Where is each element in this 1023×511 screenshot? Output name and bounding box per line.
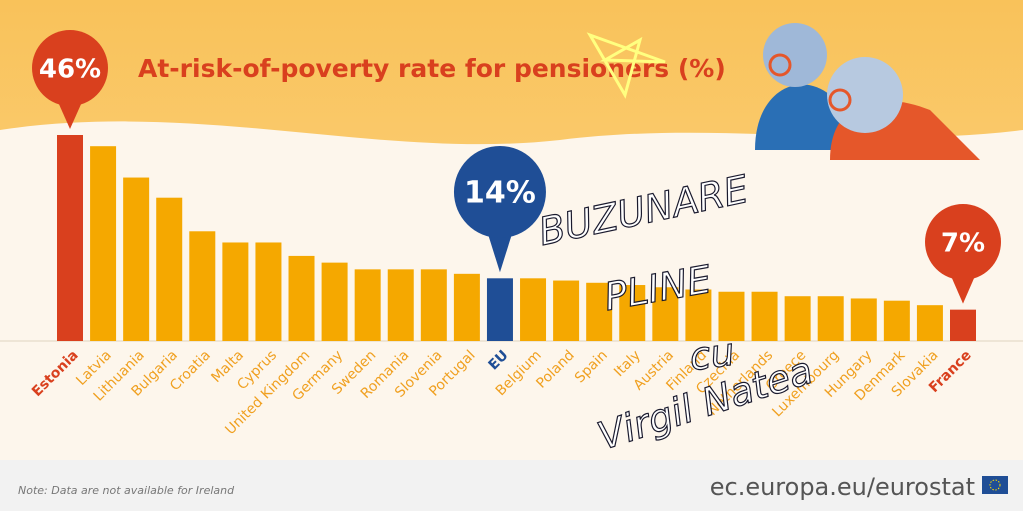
bar — [850, 298, 877, 341]
bar — [486, 278, 513, 341]
bar — [189, 231, 216, 341]
callout-bubble — [925, 204, 1001, 280]
bar — [817, 296, 844, 341]
bar — [883, 300, 910, 341]
handwritten-annotation: cu — [687, 329, 738, 379]
bar — [718, 291, 745, 341]
bar — [586, 282, 613, 341]
value-label: 7% — [941, 229, 985, 259]
callout — [58, 102, 82, 129]
value-label: 46% — [39, 55, 101, 85]
bar — [387, 269, 414, 341]
bar — [916, 305, 943, 341]
bar — [950, 309, 976, 341]
callout — [487, 234, 512, 273]
bar — [123, 177, 150, 341]
chart-title: At-risk-of-poverty rate for pensioners (… — [138, 54, 726, 83]
callout-bubble — [453, 146, 546, 238]
bar — [156, 197, 183, 341]
footer — [0, 460, 1023, 511]
bar — [652, 287, 679, 341]
note: Note: Data are not available for Ireland — [18, 484, 235, 497]
bar — [685, 289, 712, 341]
bar — [57, 135, 83, 341]
bar — [354, 269, 381, 341]
bar — [255, 242, 282, 341]
callout — [951, 276, 975, 304]
bar — [619, 285, 646, 341]
star-scribble — [586, 32, 666, 99]
bar — [420, 269, 447, 341]
bar — [520, 278, 547, 341]
bar — [751, 291, 778, 341]
bar — [553, 280, 580, 341]
source: ec.europa.eu/eurostat — [710, 473, 975, 501]
bar — [222, 242, 249, 341]
bar — [784, 296, 811, 341]
eu-flag — [982, 476, 1008, 494]
bar — [288, 255, 315, 341]
bar — [453, 273, 480, 341]
pensioners-illustration — [755, 23, 980, 160]
value-label: 14% — [464, 176, 536, 211]
callout-bubble — [32, 30, 108, 106]
bar — [321, 262, 348, 341]
bar — [90, 146, 117, 341]
